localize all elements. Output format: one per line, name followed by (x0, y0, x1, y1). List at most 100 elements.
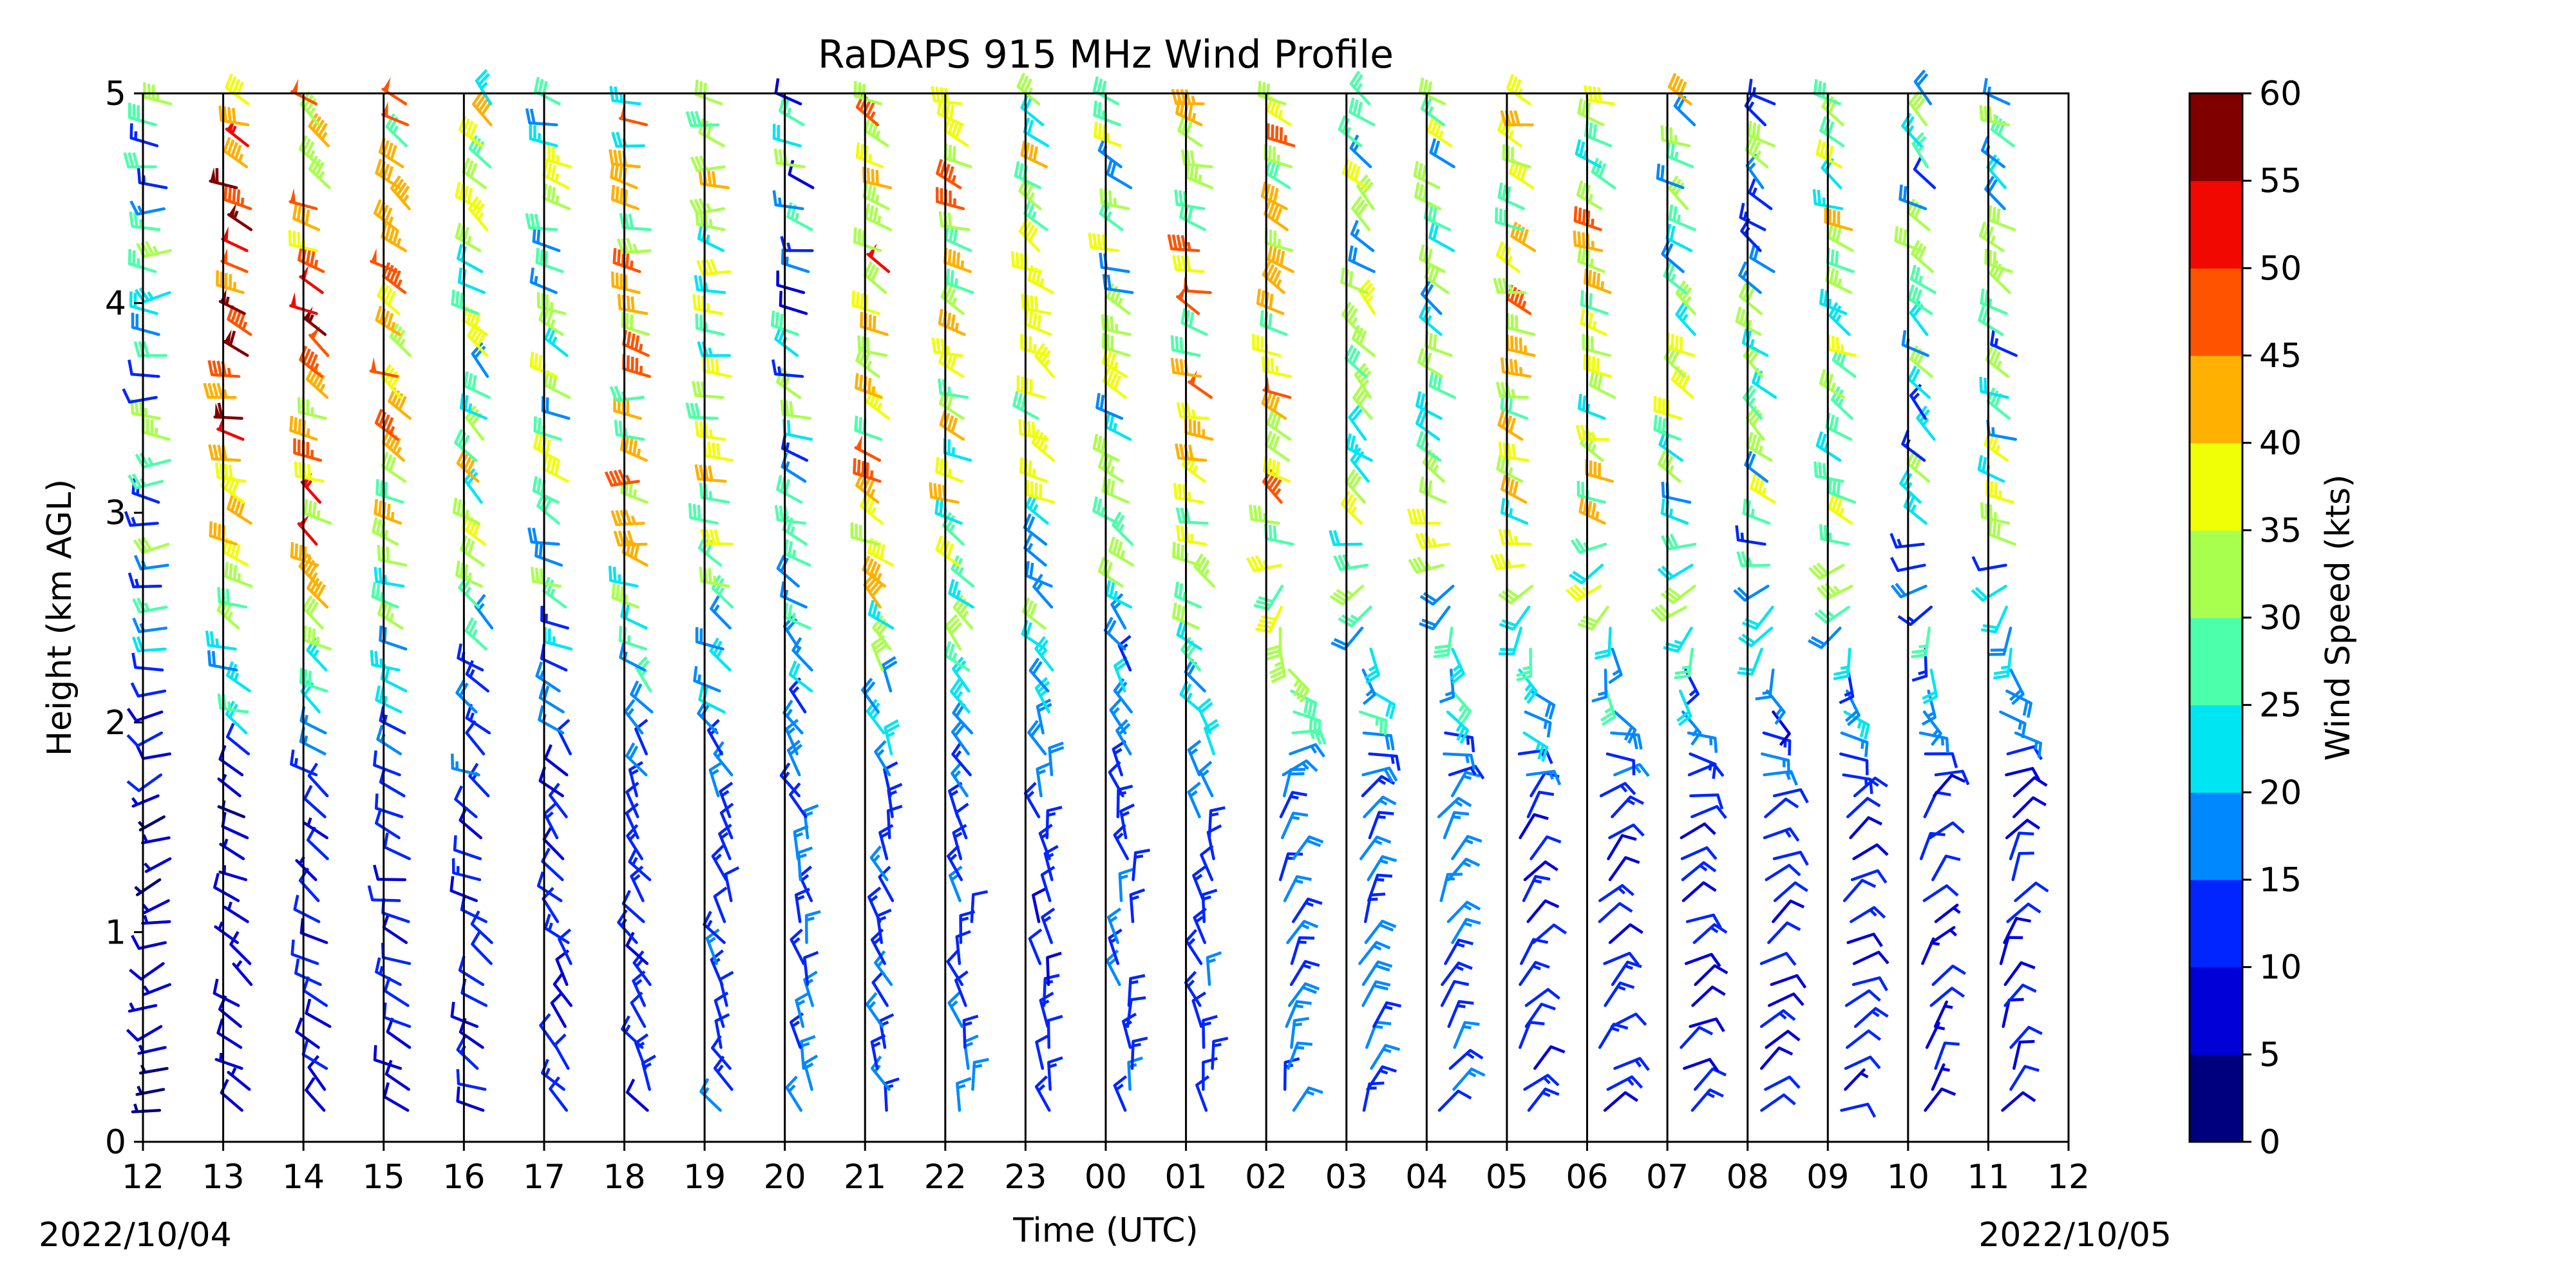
wind-barb (1680, 822, 1716, 840)
wind-barb (129, 211, 161, 231)
wind-barb (1261, 356, 1292, 378)
wind-barb (1738, 261, 1762, 294)
wind-barb (1510, 222, 1537, 252)
wind-barb (128, 572, 162, 589)
x-tick-label: 17 (523, 1158, 565, 1197)
wind-barb (1853, 1007, 1889, 1028)
wind-barb (1604, 981, 1635, 1007)
wind-barb (1611, 960, 1642, 987)
wind-barb (1685, 913, 1722, 929)
wind-barb (1348, 245, 1376, 274)
wind-barb (1368, 752, 1401, 771)
wind-barb (1028, 658, 1050, 693)
wind-barb (863, 261, 887, 294)
wind-barb (1101, 332, 1131, 357)
wind-barb (1449, 647, 1466, 685)
wind-barb (1924, 752, 1958, 768)
wind-barb (129, 200, 166, 216)
wind-barb (1763, 827, 1800, 842)
wind-barb (1045, 806, 1063, 840)
wind-barb (1610, 1012, 1647, 1028)
y-axis: 0 1 2 3 4 5 (105, 75, 143, 1162)
wind-barb (2012, 776, 2048, 798)
wind-barb (1364, 920, 1397, 944)
x-axis: 12 13 14 15 16 17 18 19 20 21 22 23 00 01 02 03 04 05 06 07… (122, 1142, 2090, 1197)
wind-barb (456, 1086, 485, 1112)
y-tick-label: 0 (105, 1123, 126, 1162)
wind-barb (214, 921, 239, 944)
colorbar-tick-label: 55 (2259, 162, 2302, 201)
wind-barb (126, 708, 164, 723)
x-tick-label: 05 (1486, 1158, 1528, 1197)
wind-barb (223, 185, 252, 211)
wind-barb (1187, 781, 1201, 819)
wind-barb (373, 750, 401, 777)
wind-barb (1260, 182, 1288, 211)
wind-barb (1745, 135, 1769, 169)
wind-barb (788, 782, 808, 819)
wind-barb (132, 597, 168, 614)
x-tick-label: 12 (2047, 1158, 2090, 1197)
wind-barb (1908, 365, 1931, 399)
wind-barb (1925, 1021, 1946, 1049)
wind-barb (1266, 123, 1296, 147)
wind-barb (1852, 843, 1889, 860)
wind-barb (213, 402, 243, 420)
wind-barb (143, 983, 171, 996)
wind-barb (1606, 1075, 1643, 1091)
wind-barb (1118, 867, 1135, 902)
wind-barb (947, 991, 964, 1028)
wind-barb (874, 740, 891, 777)
wind-barb (1765, 1030, 1801, 1049)
wind-barb (1446, 900, 1481, 923)
wind-barb (128, 359, 160, 378)
wind-barb (374, 567, 405, 588)
wind-barb (780, 399, 812, 420)
wind-barb (1530, 835, 1562, 860)
wind-barb (1690, 1088, 1724, 1112)
wind-barb (1032, 887, 1047, 923)
wind-barb (544, 913, 570, 944)
wind-barb (471, 931, 493, 965)
wind-barb (1526, 770, 1562, 786)
wind-barb (1437, 797, 1472, 819)
wind-barb (1929, 987, 1965, 1007)
colorbar-segment (2190, 618, 2242, 706)
x-tick-label: 06 (1566, 1158, 1608, 1197)
wind-barb (131, 312, 160, 336)
wind-barb (525, 108, 558, 127)
colorbar-segment (2190, 93, 2242, 182)
wind-barb (1101, 314, 1132, 336)
wind-barb (451, 753, 480, 777)
wind-barb (141, 914, 171, 925)
wind-barb (294, 958, 322, 987)
wind-barb (1211, 1036, 1229, 1070)
wind-barb (126, 731, 164, 748)
wind-barb (1187, 739, 1202, 777)
hour-separator-lines (222, 93, 1989, 1142)
wind-barb (1759, 1046, 1794, 1070)
wind-barb (1026, 480, 1056, 504)
wind-barb (1681, 861, 1717, 882)
colorbar-tick-label: 15 (2259, 861, 2302, 900)
wind-barb (1524, 988, 1560, 1007)
wind-barb (692, 294, 723, 316)
wind-barb (216, 415, 245, 441)
wind-barb (1768, 992, 1804, 1007)
wind-barb (690, 155, 726, 173)
wind-barb (1613, 1057, 1650, 1072)
x-tick-label: 09 (1806, 1158, 1849, 1197)
wind-barb (714, 1013, 730, 1049)
wind-barb (367, 885, 401, 902)
wind-barb (1519, 961, 1550, 987)
wind-barb (1348, 404, 1367, 441)
wind-barb (803, 1054, 819, 1091)
wind-barb (1447, 857, 1481, 882)
wind-barb (1523, 860, 1558, 882)
wind-barb (1287, 982, 1320, 1007)
y-tick-label: 1 (105, 913, 126, 952)
wind-barb (1971, 556, 2007, 572)
colorbar-tick-label: 40 (2259, 424, 2302, 463)
wind-barb (1048, 741, 1065, 777)
wind-barb (798, 866, 813, 902)
